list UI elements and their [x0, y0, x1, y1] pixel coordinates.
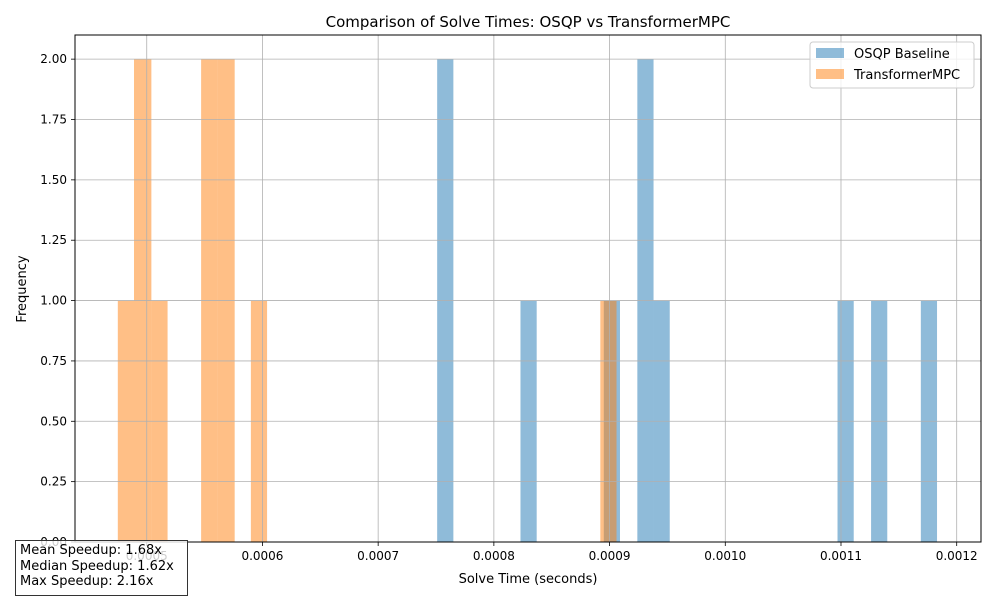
x-tick-label: 0.0012: [936, 549, 978, 563]
median-speedup: Median Speedup: 1.62x: [20, 558, 174, 574]
x-axis: 0.00050.00060.00070.00080.00090.00100.00…: [126, 542, 978, 563]
x-tick-label: 0.0010: [704, 549, 746, 563]
x-tick-label: 0.0011: [820, 549, 862, 563]
y-axis: 0.000.250.500.751.001.251.501.752.00: [40, 52, 75, 549]
legend: OSQP Baseline TransformerMPC: [809, 41, 975, 89]
legend-swatch-transformermpc: [816, 69, 844, 79]
legend-frame: [809, 41, 975, 89]
mean-speedup: Mean Speedup: 1.68x: [20, 543, 162, 558]
y-tick-label: 2.00: [40, 52, 67, 66]
y-tick-label: 1.50: [40, 173, 67, 187]
chart-title: Comparison of Solve Times: OSQP vs Trans…: [326, 13, 731, 31]
x-tick-label: 0.0008: [473, 549, 515, 563]
y-tick-label: 0.50: [40, 414, 67, 428]
legend-label-osqp: OSQP Baseline: [854, 47, 950, 62]
legend-swatch-osqp: [816, 48, 844, 58]
x-tick-label: 0.0007: [357, 549, 399, 563]
y-tick-label: 1.75: [40, 113, 67, 127]
x-tick-label: 0.0009: [589, 549, 631, 563]
x-axis-label: Solve Time (seconds): [459, 572, 598, 587]
max-speedup: Max Speedup: 2.16x: [20, 574, 154, 589]
plot-frame: [74, 34, 982, 543]
y-tick-label: 0.25: [40, 475, 67, 489]
legend-label-transformermpc: TransformerMPC: [853, 68, 960, 83]
y-axis-label: Frequency: [15, 255, 30, 322]
y-tick-label: 1.00: [40, 294, 67, 308]
y-tick-label: 1.25: [40, 233, 67, 247]
y-tick-label: 0.75: [40, 354, 67, 368]
speedup-stats-box: Mean Speedup: 1.68x Median Speedup: 1.62…: [15, 540, 188, 596]
x-tick-label: 0.0006: [241, 549, 283, 563]
